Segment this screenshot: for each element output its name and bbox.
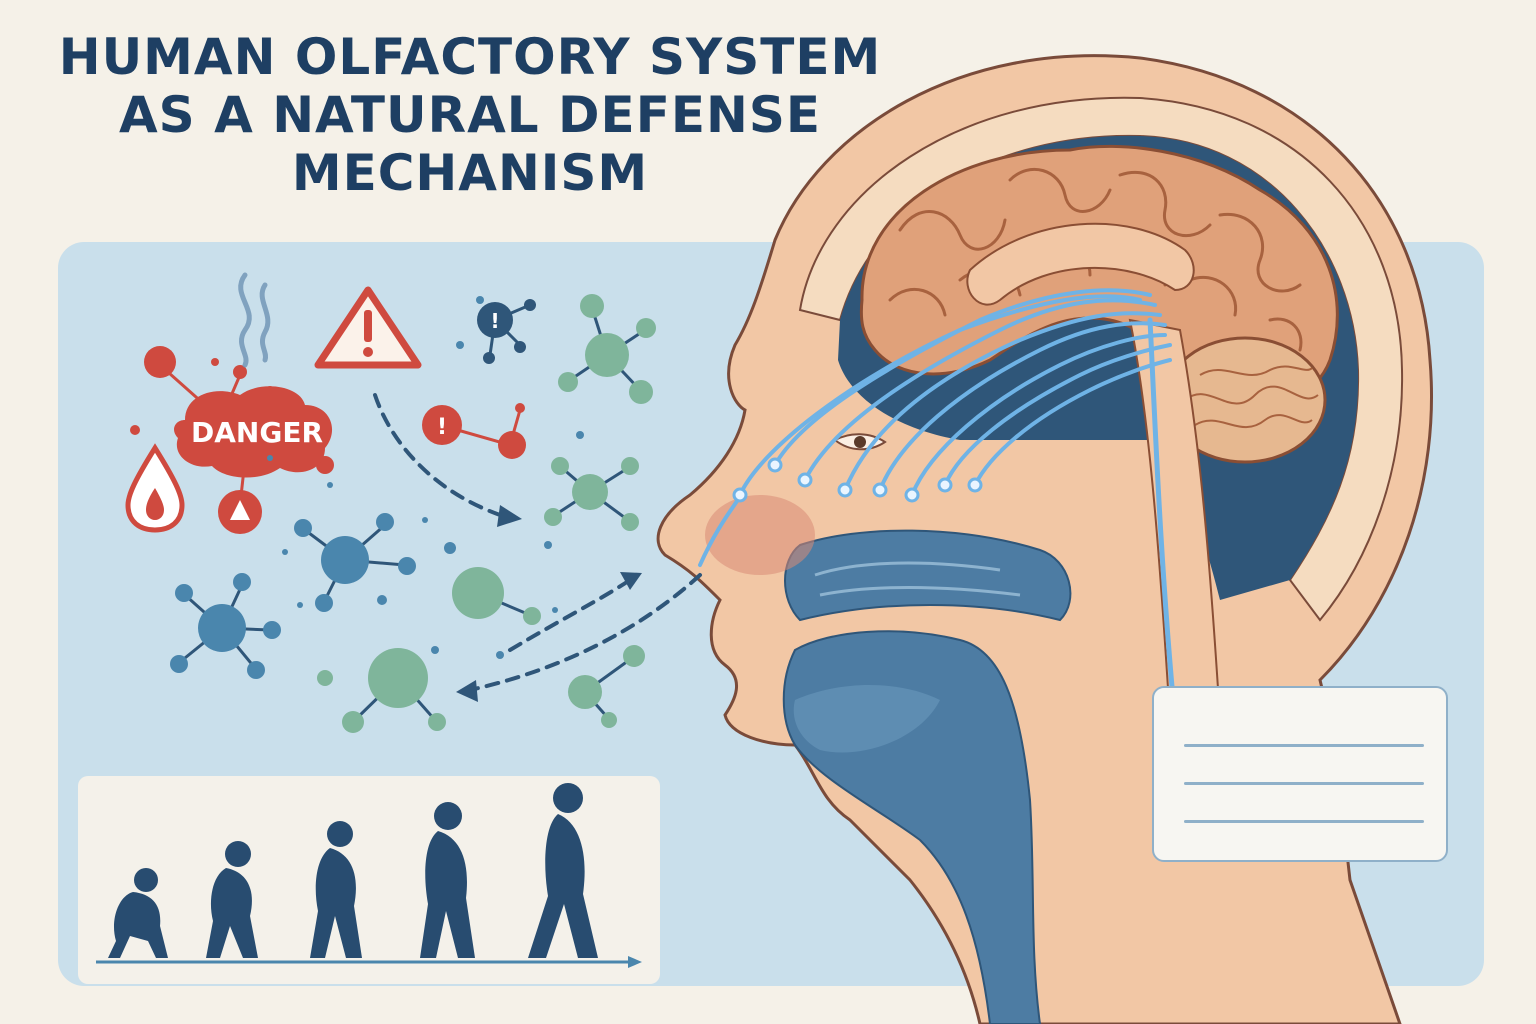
timeline-arrowhead <box>628 956 642 968</box>
small-warning-icon <box>218 490 262 534</box>
tongue <box>793 685 940 753</box>
molecule-blue-1 <box>294 513 416 612</box>
page-title: HUMAN OLFACTORY SYSTEM AS A NATURAL DEFE… <box>40 28 900 202</box>
title-line-3: MECHANISM <box>291 144 649 202</box>
title-line-2: AS A NATURAL DEFENSE <box>118 86 822 144</box>
arrow-from-nose <box>468 573 702 692</box>
arrow-toward-nose <box>508 578 632 652</box>
nasal-turbinates <box>814 561 1021 597</box>
molecule-green-3 <box>452 567 541 625</box>
warning-triangle-icon <box>314 286 422 369</box>
olfactory-receptor-nodes <box>732 457 983 503</box>
olfactory-nerves <box>698 288 1178 723</box>
dashed-arrows <box>373 393 702 692</box>
molecule-green-2 <box>544 457 639 531</box>
arrowheads <box>456 505 642 702</box>
molecule-blue-2 <box>170 573 281 679</box>
cerebellum <box>1163 336 1327 464</box>
molecule-dots <box>267 296 584 686</box>
evolution-stage-3 <box>310 821 362 958</box>
note-card <box>1152 686 1448 862</box>
evolution-stage-2 <box>206 841 258 958</box>
note-line <box>1184 782 1424 785</box>
eye <box>833 433 887 451</box>
evolution-illustration <box>96 783 642 968</box>
smoke-icon <box>238 272 271 368</box>
exclamation-icon: ! <box>477 299 536 364</box>
note-line <box>1184 820 1424 823</box>
evolution-stage-1 <box>108 868 168 958</box>
arrow-toward-molecules <box>373 393 502 517</box>
nose-highlight <box>705 495 815 575</box>
svg-text:!: ! <box>490 309 499 333</box>
fire-drop-icon <box>125 443 185 533</box>
danger-cloud <box>174 386 333 478</box>
molecule-green-4 <box>342 648 446 733</box>
title-line-1: HUMAN OLFACTORY SYSTEM <box>58 28 882 86</box>
exclamation-molecule: ! <box>422 403 526 459</box>
svg-text:!: ! <box>437 415 447 440</box>
nasal-cavity <box>784 529 1072 622</box>
evolution-stage-4 <box>420 802 475 958</box>
corpus-callosum <box>966 222 1195 306</box>
molecule-green-1 <box>558 294 656 404</box>
molecule-green-5 <box>568 645 645 728</box>
evolution-panel <box>78 776 660 984</box>
note-line <box>1184 744 1424 747</box>
danger-molecules: DANGER <box>125 346 334 534</box>
evolution-stage-5 <box>528 783 598 958</box>
danger-label: DANGER <box>191 416 323 449</box>
